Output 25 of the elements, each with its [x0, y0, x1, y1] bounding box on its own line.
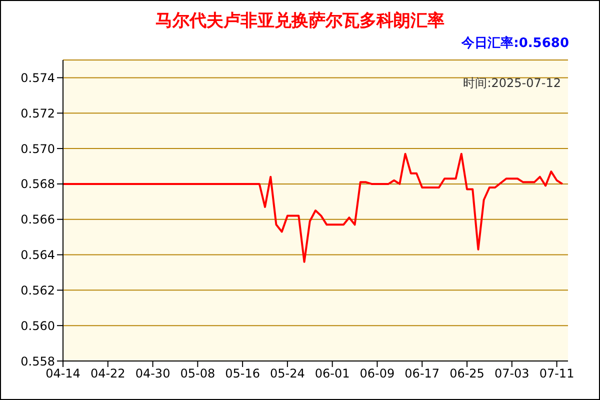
y-tick-label: 0.562 [20, 283, 55, 298]
chart-title: 马尔代夫卢非亚兑换萨尔瓦多科朗汇率 [154, 10, 446, 32]
y-tick-label: 0.564 [20, 248, 55, 262]
text: 今日汇率:0.5680 [462, 34, 569, 52]
y-tick-label: 0.566 [20, 212, 55, 227]
x-tick-label: 05-24 [270, 366, 305, 381]
x-tick-label: 07-03 [494, 366, 530, 381]
x-tick-label: 05-08 [180, 366, 216, 381]
y-tick-label: 0.558 [20, 354, 55, 368]
y-tick-label: 0.574 [20, 70, 55, 85]
x-tick-label: 04-14 [46, 366, 80, 381]
x-tick-label: 06-09 [360, 366, 395, 381]
x-tick-label: 06-25 [450, 366, 484, 381]
x-tick-label: 04-30 [135, 366, 170, 381]
y-tick-label: 0.568 [20, 177, 55, 192]
x-tick-label: 06-17 [404, 366, 440, 381]
y-tick-label: 0.570 [20, 142, 55, 156]
y-tick-label: 0.560 [20, 318, 55, 333]
x-tick-label: 04-22 [90, 366, 126, 381]
annotation: 时间:2025-07-12 [463, 75, 561, 92]
x-tick-label: 06-01 [314, 366, 350, 381]
x-tick-label: 07-11 [539, 366, 574, 381]
y-tick-label: 0.572 [20, 106, 55, 120]
line-series [63, 152, 564, 263]
x-tick-label: 05-16 [225, 366, 260, 381]
